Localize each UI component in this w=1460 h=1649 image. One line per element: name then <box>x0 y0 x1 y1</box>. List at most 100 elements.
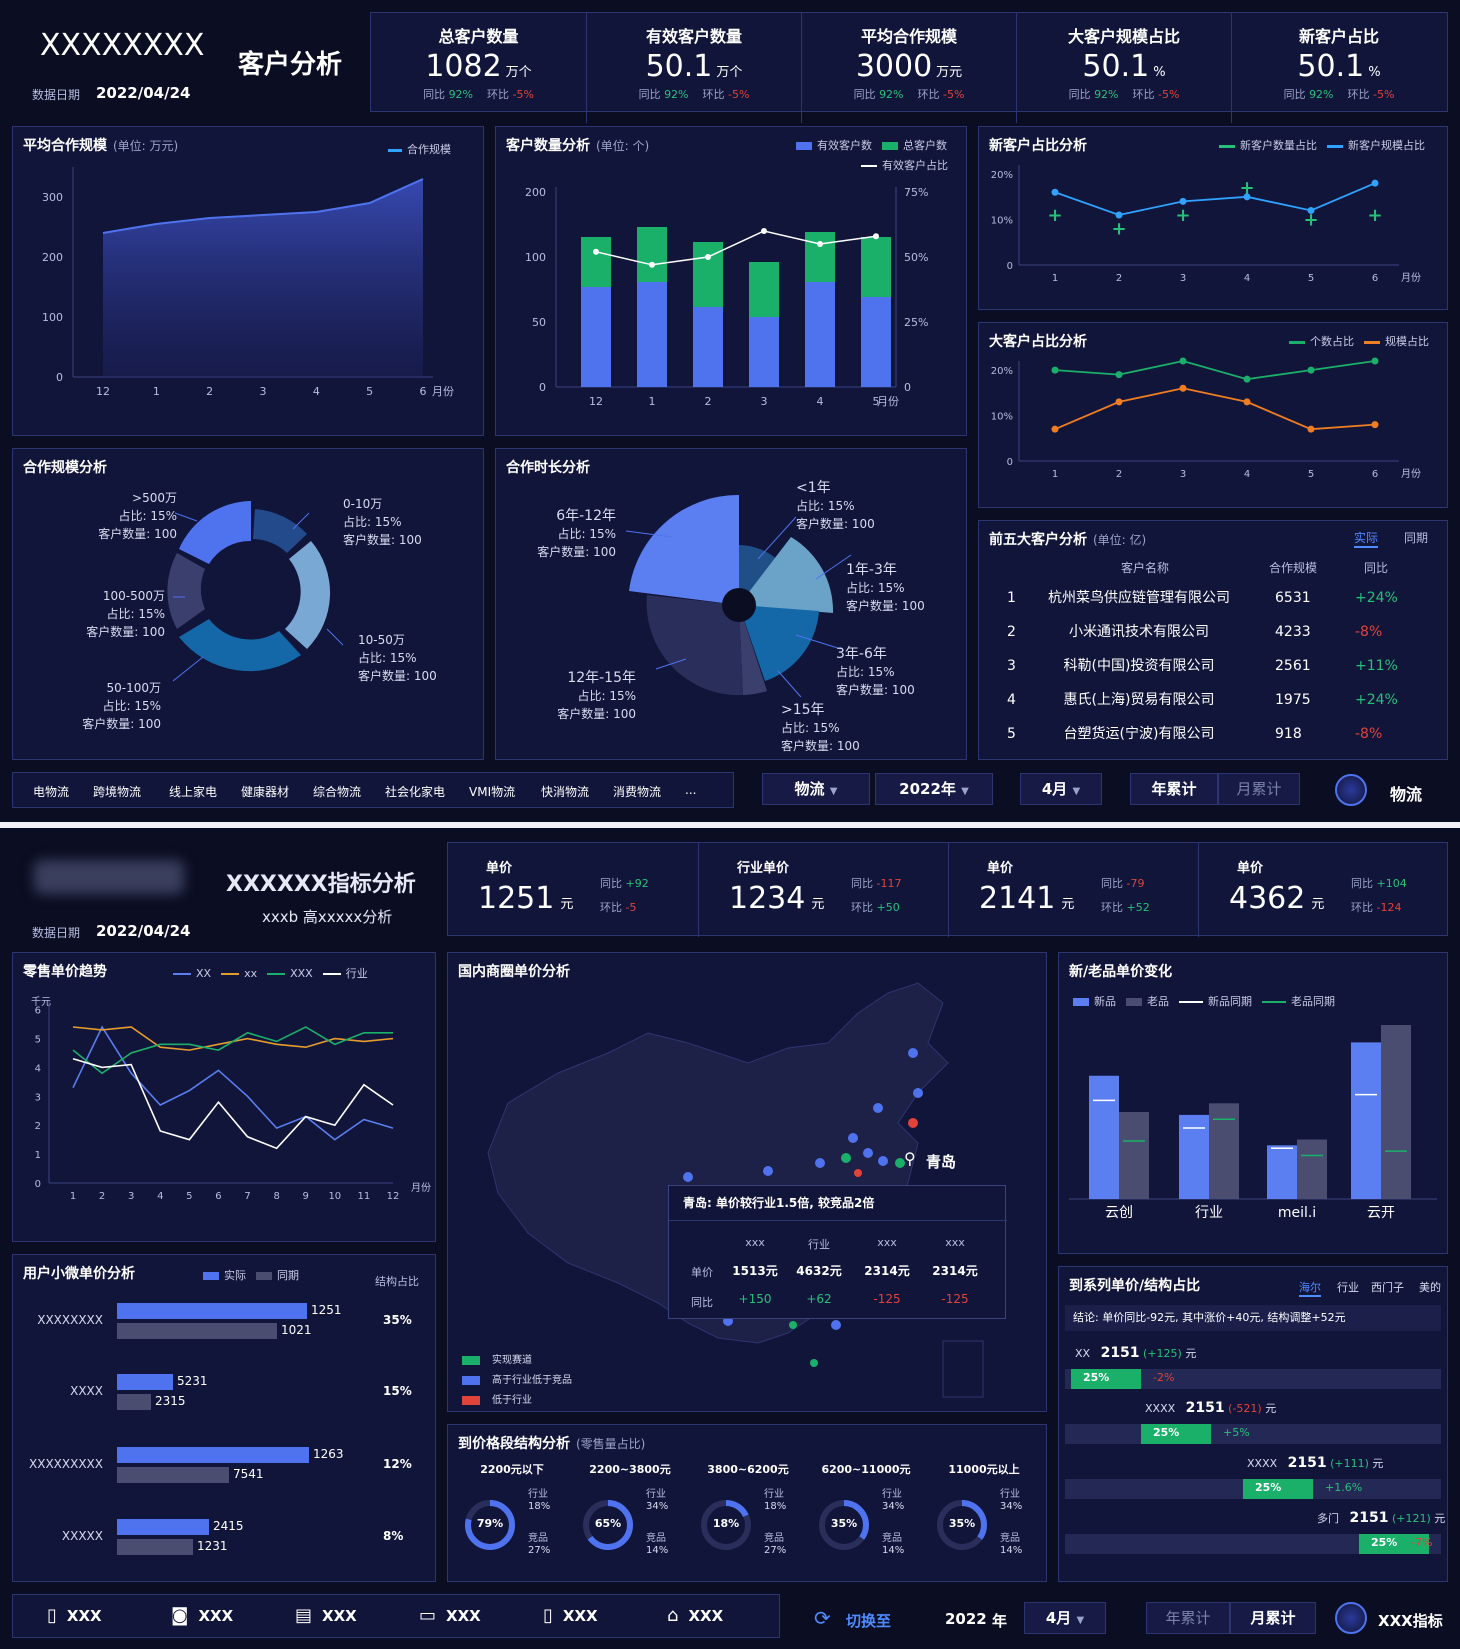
seg-ring <box>701 1500 751 1550</box>
big-ratio-legend-a: 个数占比 <box>1310 335 1354 348</box>
bar-old <box>1209 1103 1239 1199</box>
category-tab[interactable]: 电物流 <box>33 785 70 799</box>
kpi-title: 总客户数量 <box>438 27 519 46</box>
series-tab[interactable]: 美的 <box>1419 1281 1441 1294</box>
globe-icon[interactable] <box>1335 774 1367 806</box>
nav-item[interactable]: ▯ XXX <box>47 1605 102 1626</box>
duration-label: 1年-3年 占比: 15% 客户数量: 100 <box>846 561 946 615</box>
series-tab[interactable]: 西门子 <box>1371 1281 1404 1294</box>
new-old-legend: 老品同期 <box>1291 995 1335 1008</box>
tip-price: 2314元 <box>864 1264 910 1278</box>
x-unit: 月份 <box>1401 272 1421 284</box>
price-seg[interactable]: 6200~11000元 35% 行业 34% 竞品 14% <box>810 1461 922 1579</box>
bottom-cum-month[interactable]: 月累计 <box>1230 1602 1316 1634</box>
table-row[interactable]: 1 杭州菜鸟供应链管理有限公司 6531 +24% <box>979 581 1449 615</box>
series-name: XX <box>1075 1347 1091 1360</box>
price-seg[interactable]: 11000元以上 35% 行业 34% 竞品 14% <box>928 1461 1040 1579</box>
category-tab[interactable]: 健康器材 <box>241 785 290 799</box>
month-select[interactable]: 4月 ▼ <box>1020 773 1102 805</box>
category-tab[interactable]: 综合物流 <box>313 785 362 799</box>
series-chg: -2% <box>1153 1371 1175 1384</box>
series-line <box>1054 360 1376 381</box>
seg-ind: 34% <box>1000 1501 1023 1512</box>
table-row[interactable]: 4 惠氏(上海)贸易有限公司 1975 +24% <box>979 683 1449 717</box>
category-tab[interactable]: 消费物流 <box>613 785 662 799</box>
cum-year-button[interactable]: 年累计 <box>1130 773 1218 805</box>
price-seg[interactable]: 2200~3800元 65% 行业 34% 竞品 14% <box>574 1461 686 1579</box>
row-yoy: +24% <box>1355 590 1398 606</box>
x-tick-label: 1 <box>70 1191 76 1202</box>
x-tick-label: 5 <box>1308 273 1314 284</box>
legend-actual: 实际 <box>224 1269 246 1282</box>
kpi-card: 大客户规模占比 50.1% 同比 92% 环比 -5% <box>1016 13 1231 123</box>
donut-seg-50-100 <box>179 619 301 672</box>
table-row[interactable]: 5 台塑货运(宁波)有限公司 918 -8% <box>979 717 1449 751</box>
series-point <box>1115 371 1123 379</box>
series-tab[interactable]: 行业 <box>1337 1281 1359 1294</box>
scale-label: 0-10万 占比: 15% 客户数量: 100 <box>343 495 443 549</box>
bottom-kpi-unit: 元 <box>811 897 825 912</box>
series-bar <box>1071 1369 1141 1389</box>
row-yoy: +24% <box>1355 692 1398 708</box>
customer-count-title: 客户数量分析 <box>506 138 590 154</box>
y-tick-label: 0 <box>539 381 546 394</box>
series-row[interactable]: 多门 2151 (+121) 元 25% -7% <box>1059 1510 1449 1560</box>
category-tab[interactable]: 社会化家电 <box>385 785 446 799</box>
bottom-month-select[interactable]: 4月 ▼ <box>1024 1602 1106 1634</box>
legend-line-icon <box>322 973 341 975</box>
type-select[interactable]: 物流 ▼ <box>762 773 870 805</box>
switch-button[interactable]: 切换至 <box>846 1612 892 1630</box>
bar-valid <box>637 282 667 387</box>
price-seg[interactable]: 2200元以下 79% 行业 18% 竞品 27% <box>456 1461 568 1579</box>
series-row[interactable]: XXXX 2151 (+111) 元 25% +1.6% <box>1059 1455 1449 1505</box>
user-row[interactable]: XXXXXXXX 1251 1021 35% <box>13 1299 437 1343</box>
year-select[interactable]: 2022年 ▼ <box>875 773 993 805</box>
category-tab[interactable]: ... <box>685 783 697 797</box>
bottom-label: XXX指标 <box>1378 1612 1443 1630</box>
y-tick-label: 300 <box>42 191 63 204</box>
series-tab[interactable]: 海尔 <box>1299 1279 1321 1297</box>
bottom-month-value: 4月 <box>1045 1609 1072 1627</box>
bottom-cum-year[interactable]: 年累计 <box>1146 1602 1230 1634</box>
row-scale: 918 <box>1275 726 1302 742</box>
series-point <box>1051 425 1059 433</box>
category-tab[interactable]: 线上家电 <box>169 785 218 799</box>
series-bar-label: 25% <box>1083 1371 1110 1384</box>
legend-line-icon <box>173 973 191 975</box>
refresh-icon[interactable]: ⟳ <box>814 1606 831 1630</box>
category-tab[interactable]: 快消物流 <box>541 785 590 799</box>
series-row[interactable]: XX 2151 (+125) 元 25% -2% <box>1059 1345 1449 1395</box>
nav-item[interactable]: ▭ XXX <box>419 1605 481 1626</box>
legend-valid: 有效客户数 <box>817 139 872 152</box>
nav-item[interactable]: ◙ XXX <box>171 1605 233 1626</box>
bottom-kpi-unit: 元 <box>1061 897 1075 912</box>
ratio-point <box>649 261 655 268</box>
legend-swatch <box>1126 998 1142 1006</box>
price-seg[interactable]: 3800~6200元 18% 行业 18% 竞品 27% <box>692 1461 804 1579</box>
nav-item[interactable]: ⌂ XXX <box>667 1605 723 1626</box>
seg-pct: 18% <box>712 1517 740 1530</box>
globe-icon[interactable] <box>1335 1602 1367 1634</box>
table-row[interactable]: 3 科勒(中国)投资有限公司 2561 +11% <box>979 649 1449 683</box>
user-row[interactable]: XXXX 5231 2315 15% <box>13 1370 437 1414</box>
series-point <box>1307 425 1315 433</box>
category-tab[interactable]: 跨境物流 <box>93 785 142 799</box>
bar-same <box>117 1539 193 1555</box>
bottom-kpi-unit: 元 <box>1311 897 1325 912</box>
x-tick-label: 4 <box>313 385 320 398</box>
tab-same[interactable]: 同期 <box>1404 531 1429 545</box>
tab-actual[interactable]: 实际 <box>1354 529 1379 548</box>
nav-item[interactable]: ▤ XXX <box>295 1605 357 1626</box>
x-tick-label: 5 <box>873 395 880 408</box>
col-name: 客户名称 <box>1121 561 1170 575</box>
retail-trend-panel: 零售单价趋势 XX xx XXX 行业 千元 0 1 2 3 4 5 6 1 2 3 4 5 6 7 8 9 10 11… <box>12 952 436 1242</box>
nav-item[interactable]: ▯ XXX <box>543 1605 598 1626</box>
user-row[interactable]: XXXXX 2415 1231 8% <box>13 1515 437 1559</box>
cum-month-button[interactable]: 月累计 <box>1218 773 1300 805</box>
tip-price: 4632元 <box>796 1264 842 1278</box>
user-row[interactable]: XXXXXXXXX 1263 7541 12% <box>13 1443 437 1487</box>
duration-label: <1年 占比: 15% 客户数量: 100 <box>796 479 896 533</box>
category-tab[interactable]: VMI物流 <box>469 785 516 799</box>
table-row[interactable]: 2 小米通讯技术有限公司 4233 -8% <box>979 615 1449 649</box>
series-row[interactable]: XXXX 2151 (-521) 元 25% +5% <box>1059 1400 1449 1450</box>
